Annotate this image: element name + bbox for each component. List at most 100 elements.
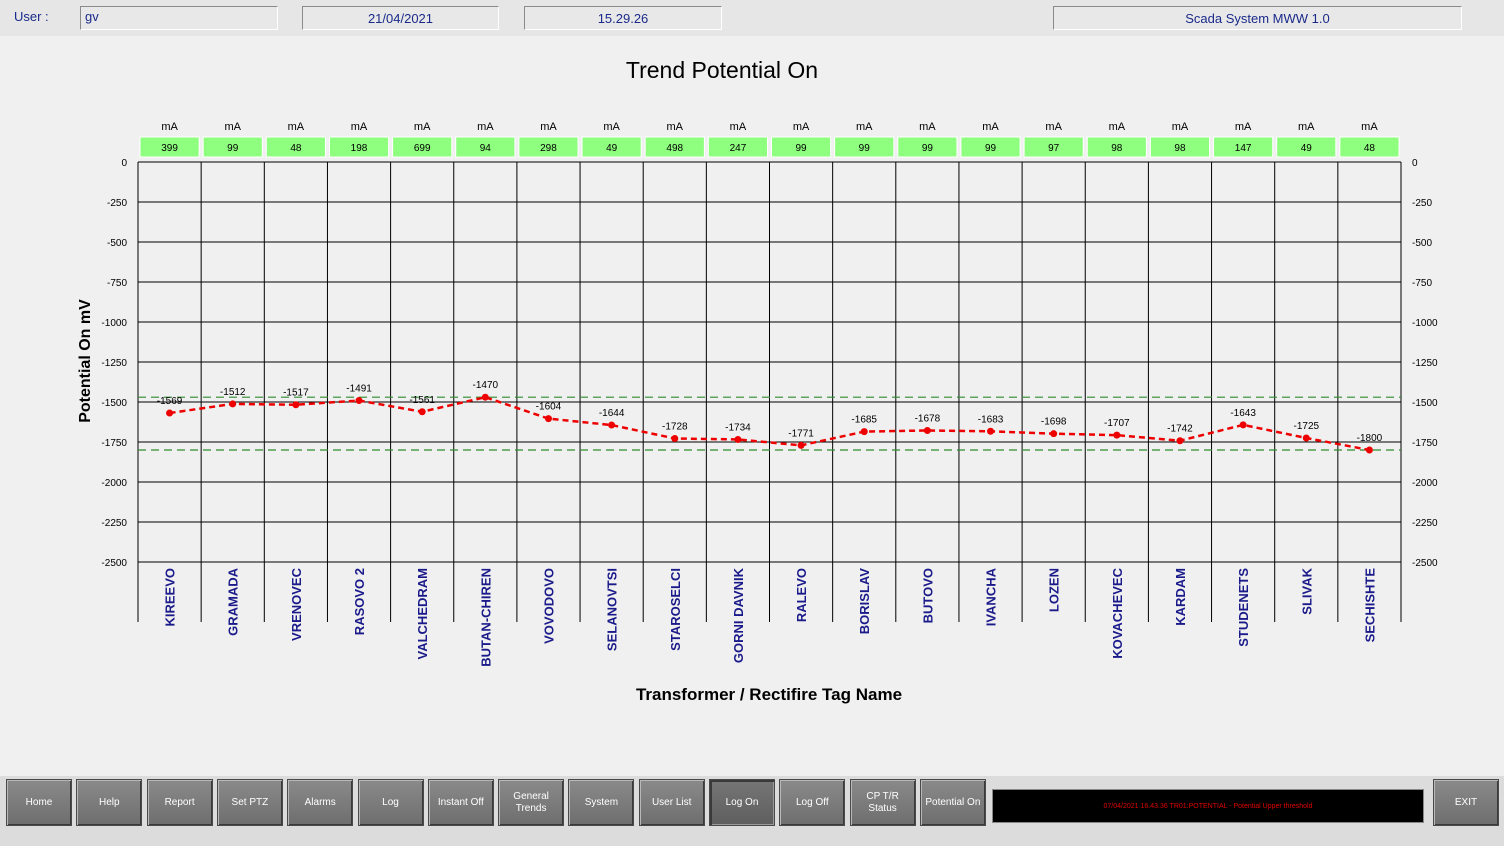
y-tick-label-right: -1750 <box>1412 438 1438 449</box>
category-label: VRENOVEC <box>289 567 304 641</box>
data-point <box>923 426 931 434</box>
category-label: SELANOVTSI <box>605 568 620 651</box>
current-unit-label: mA <box>603 121 620 133</box>
cp-tr-status-button[interactable]: CP T/R Status <box>849 779 916 826</box>
current-value-box <box>834 136 895 158</box>
log-on-button[interactable]: Log On <box>709 779 775 826</box>
y-tick-label-left: -2250 <box>101 518 127 529</box>
y-axis-label: Potential On mV <box>77 299 94 423</box>
y-tick-label-right: 0 <box>1412 158 1418 169</box>
log-off-button[interactable]: Log Off <box>779 779 846 826</box>
trend-panel <box>2 37 1502 775</box>
data-label: -1800 <box>1357 433 1383 444</box>
y-tick-label-right: -2000 <box>1412 478 1438 489</box>
category-label: KOVACHEVEC <box>1110 567 1125 658</box>
current-value-box <box>328 136 390 158</box>
current-value-box <box>455 136 516 158</box>
current-value: 298 <box>540 143 557 154</box>
current-unit-label: mA <box>1172 121 1189 133</box>
data-label: -1604 <box>536 402 562 413</box>
data-point <box>734 435 742 443</box>
log-button[interactable]: Log <box>357 779 424 826</box>
current-unit-label: mA <box>414 121 431 133</box>
potential-series-line <box>169 395 1370 452</box>
current-value: 99 <box>985 143 997 154</box>
data-label: -1707 <box>1104 418 1130 429</box>
current-unit-label: mA <box>477 121 494 133</box>
category-label: RASOVO 2 <box>352 568 367 635</box>
y-tick-label-right: -1500 <box>1412 398 1438 409</box>
y-tick-label-left: -1250 <box>101 358 127 369</box>
current-value: 399 <box>161 143 178 154</box>
category-label: GRAMADA <box>226 567 241 635</box>
current-value: 49 <box>1301 143 1313 154</box>
general-trends-button[interactable]: General Trends <box>498 779 565 826</box>
current-value-box <box>644 136 705 158</box>
current-value-box <box>1023 136 1084 158</box>
current-unit-label: mA <box>667 121 684 133</box>
set-ptz-button[interactable]: Set PTZ <box>216 779 283 826</box>
current-unit-label: mA <box>730 121 747 133</box>
category-label: STAROSELCI <box>668 568 683 651</box>
current-value-box <box>960 136 1021 158</box>
data-label: -1698 <box>1041 417 1067 428</box>
help-button[interactable]: Help <box>76 779 143 826</box>
current-unit-label: mA <box>793 121 810 133</box>
instant-off-button[interactable]: Instant Off <box>427 779 494 826</box>
current-value-box <box>518 136 579 158</box>
potential-on-button[interactable]: Potential On <box>919 779 986 826</box>
current-value: 97 <box>1048 143 1060 154</box>
home-button[interactable]: Home <box>6 779 72 826</box>
data-label: -1561 <box>409 395 435 406</box>
category-label: STUDENETS <box>1236 568 1251 647</box>
data-point <box>166 409 174 417</box>
current-value-box <box>392 136 453 158</box>
system-button[interactable]: System <box>568 779 635 826</box>
y-tick-label-right: -2250 <box>1412 518 1438 529</box>
current-unit-label: mA <box>919 121 936 133</box>
button-bar: Home Help Report Set PTZ Alarms Log Instant Of… <box>0 776 1504 846</box>
data-label: -1771 <box>788 428 814 439</box>
alarm-message-box: 07/04/2021 16.43.36 TR01:POTENTIAL - Pot… <box>992 789 1424 823</box>
data-label: -1678 <box>915 413 941 424</box>
data-label: -1644 <box>599 408 625 419</box>
category-label: KARDAM <box>1173 568 1188 626</box>
category-label: LOZEN <box>1047 568 1062 612</box>
y-tick-label-left: -250 <box>107 198 127 209</box>
data-label: -1517 <box>283 388 309 399</box>
category-label: RALEVO <box>794 568 809 622</box>
current-unit-label: mA <box>224 121 241 133</box>
data-point <box>1365 446 1373 454</box>
current-unit-label: mA <box>1045 121 1062 133</box>
data-point <box>608 421 616 429</box>
current-value: 48 <box>290 143 302 154</box>
y-tick-label-right: -750 <box>1412 278 1432 289</box>
current-value: 99 <box>859 143 871 154</box>
user-field: gv <box>80 6 278 30</box>
current-unit-label: mA <box>982 121 999 133</box>
data-point <box>671 434 679 442</box>
current-unit-label: mA <box>540 121 557 133</box>
current-value: 98 <box>1174 143 1186 154</box>
data-point <box>355 397 363 405</box>
top-bar: User : gv 21/04/2021 15.29.26 Scada Syst… <box>0 0 1504 36</box>
x-axis-label: Transformer / Rectifire Tag Name <box>636 685 902 704</box>
data-label: -1734 <box>725 422 751 433</box>
current-value: 99 <box>922 143 934 154</box>
category-label: BUTAN-CHIREN <box>478 568 493 667</box>
data-label: -1643 <box>1230 408 1256 419</box>
exit-button[interactable]: EXIT <box>1433 779 1499 826</box>
current-value-box <box>707 136 768 158</box>
data-point <box>1113 431 1121 439</box>
user-list-button[interactable]: User List <box>638 779 705 826</box>
report-button[interactable]: Report <box>146 779 213 826</box>
category-label: VALCHEDRAM <box>415 568 430 659</box>
current-unit-label: mA <box>288 121 305 133</box>
alarms-button[interactable]: Alarms <box>287 779 354 826</box>
data-point <box>544 415 552 423</box>
current-value-box <box>771 136 832 158</box>
current-value-box <box>202 136 263 158</box>
category-label: GORNI DAVNIK <box>731 567 746 663</box>
current-unit-label: mA <box>1361 121 1378 133</box>
data-point <box>292 401 300 409</box>
